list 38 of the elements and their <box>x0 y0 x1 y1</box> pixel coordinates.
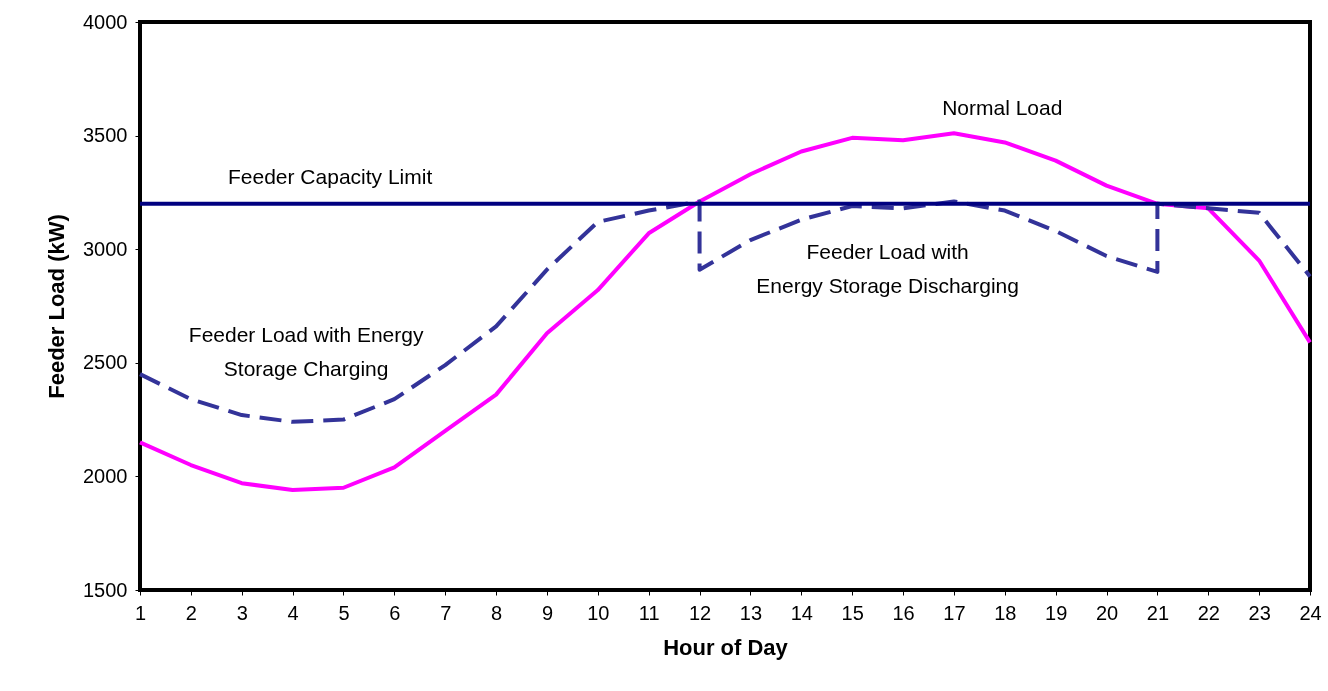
x-tick-label: 14 <box>790 601 813 624</box>
line-series <box>138 199 1312 424</box>
x-tick-label: 1 <box>134 601 147 624</box>
annotation: Feeder Load with Energy Storage Discharging <box>756 240 1019 298</box>
x-tick-label: 10 <box>587 601 610 624</box>
y-tick-label: 2000 <box>83 464 128 487</box>
x-tick-label: 7 <box>440 601 452 624</box>
annotation: Normal Load <box>942 96 1063 120</box>
x-tick-label: 23 <box>1248 601 1271 624</box>
y-tick-label: 3500 <box>83 124 128 147</box>
x-tick-label: 20 <box>1095 601 1119 624</box>
x-tick-label: 21 <box>1146 601 1170 624</box>
x-tick-label: 8 <box>491 601 503 624</box>
x-tick-label: 19 <box>1045 601 1068 624</box>
y-axis-title: Feeder Load (kW) <box>44 214 70 399</box>
x-tick-label: 6 <box>389 601 401 624</box>
x-tick-label: 16 <box>892 601 915 624</box>
x-tick-label: 3 <box>236 601 248 624</box>
x-tick-label: 5 <box>338 601 350 624</box>
x-tick-label: 22 <box>1197 601 1220 624</box>
x-tick-label: 9 <box>541 601 554 624</box>
y-tick-label: 2500 <box>83 351 128 374</box>
x-tick-label: 12 <box>688 601 712 624</box>
line-series <box>138 131 1312 493</box>
x-tick-label: 15 <box>841 601 864 624</box>
x-tick-label: 13 <box>739 601 763 624</box>
y-tick-label: 3000 <box>83 237 128 260</box>
x-tick-label: 2 <box>185 601 197 624</box>
x-tick-label: 4 <box>287 601 299 624</box>
y-tick-label: 1500 <box>83 578 128 601</box>
x-tick-label: 11 <box>638 601 660 624</box>
x-tick-label: 18 <box>994 601 1017 624</box>
y-tick-label: 4000 <box>83 10 128 33</box>
annotation: Feeder Load with Energy Storage Charging <box>188 323 424 381</box>
ref-line-label: Feeder Capacity Limit <box>228 164 433 188</box>
x-axis-title: Hour of Day <box>663 634 789 660</box>
x-tick-label: 17 <box>943 601 966 624</box>
x-tick-label: 24 <box>1299 601 1322 624</box>
